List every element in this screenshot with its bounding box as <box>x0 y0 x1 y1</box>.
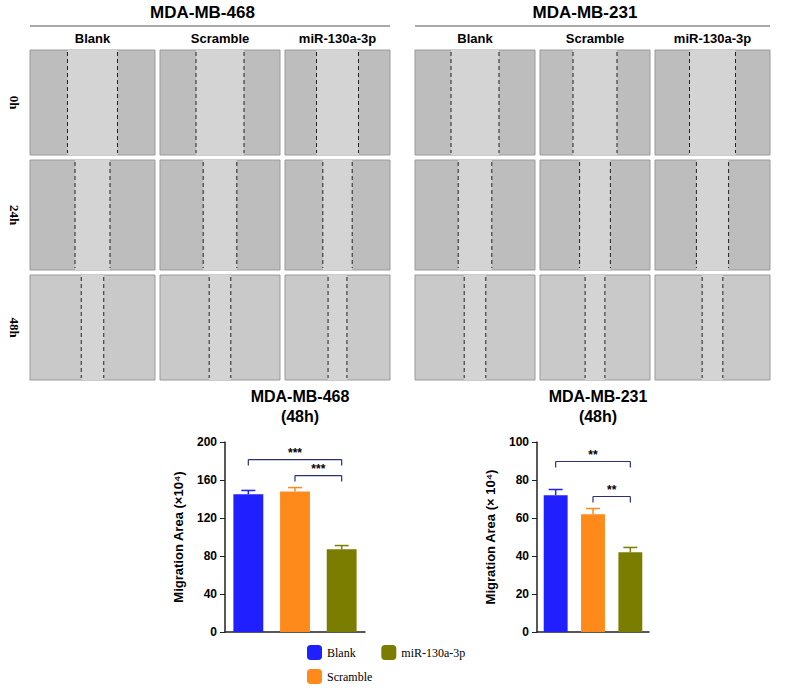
svg-text:MDA-MB-231: MDA-MB-231 <box>533 3 638 22</box>
svg-text:(48h): (48h) <box>579 408 617 425</box>
svg-text:Blank: Blank <box>327 646 356 660</box>
svg-text:200: 200 <box>197 435 217 449</box>
svg-text:48h: 48h <box>7 317 22 338</box>
svg-text:Blank: Blank <box>457 31 493 46</box>
svg-text:120: 120 <box>197 511 217 525</box>
svg-text:0: 0 <box>210 625 217 639</box>
svg-text:(48h): (48h) <box>281 408 319 425</box>
svg-text:***: *** <box>311 462 325 476</box>
svg-text:40: 40 <box>204 587 218 601</box>
svg-text:**: ** <box>607 483 617 497</box>
svg-text:MDA-MB-231: MDA-MB-231 <box>549 388 648 405</box>
svg-text:0: 0 <box>522 625 529 639</box>
svg-text:**: ** <box>588 448 598 462</box>
svg-text:20: 20 <box>516 587 530 601</box>
svg-text:Scramble: Scramble <box>566 31 625 46</box>
svg-text:100: 100 <box>509 435 529 449</box>
svg-text:miR-130a-3p: miR-130a-3p <box>674 31 751 46</box>
svg-text:0h: 0h <box>7 96 22 111</box>
svg-text:MDA-MB-468: MDA-MB-468 <box>251 388 350 405</box>
svg-text:miR-130a-3p: miR-130a-3p <box>401 646 465 660</box>
svg-text:24h: 24h <box>7 205 22 226</box>
svg-text:Blank: Blank <box>75 31 111 46</box>
svg-text:miR-130a-3p: miR-130a-3p <box>299 31 376 46</box>
svg-text:160: 160 <box>197 473 217 487</box>
svg-text:80: 80 <box>204 549 218 563</box>
svg-text:Migration Area (×10⁴): Migration Area (×10⁴) <box>171 471 186 602</box>
svg-text:MDA-MB-468: MDA-MB-468 <box>150 3 255 22</box>
svg-text:80: 80 <box>516 473 530 487</box>
svg-text:40: 40 <box>516 549 530 563</box>
svg-text:Migration Area (× 10⁴): Migration Area (× 10⁴) <box>483 470 498 605</box>
svg-text:Scramble: Scramble <box>327 670 372 684</box>
svg-text:***: *** <box>288 446 302 460</box>
svg-text:60: 60 <box>516 511 530 525</box>
svg-text:Scramble: Scramble <box>191 31 250 46</box>
